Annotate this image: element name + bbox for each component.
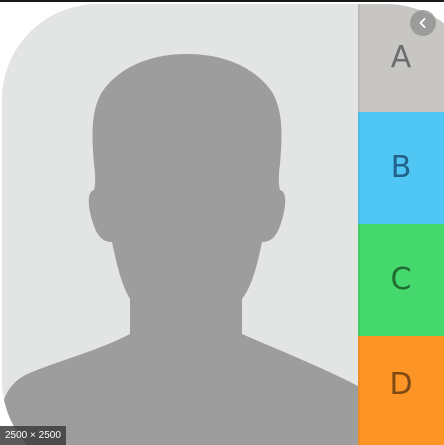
avatar-panel <box>2 4 360 445</box>
tab-divider <box>358 4 360 445</box>
chevron-left-icon <box>419 18 426 28</box>
tab-c-label: C <box>390 262 412 297</box>
tab-b: B <box>358 112 444 224</box>
tab-c: C <box>358 224 444 336</box>
tab-d-label: D <box>389 367 413 402</box>
contacts-app-icon: A B C D <box>2 4 444 445</box>
tab-d: D <box>358 336 444 445</box>
tab-a-label: A <box>390 40 412 75</box>
person-silhouette-icon <box>2 54 360 445</box>
tab-b-label: B <box>390 150 412 185</box>
top-border <box>0 0 444 2</box>
image-size-badge: 2500 × 2500 <box>0 426 66 445</box>
back-button[interactable] <box>410 10 436 36</box>
